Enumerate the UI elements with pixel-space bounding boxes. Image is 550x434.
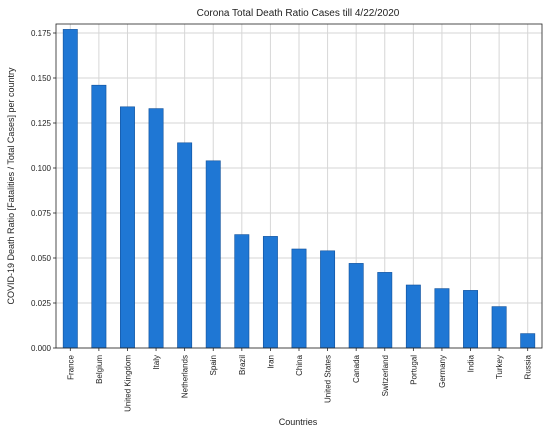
bar-belgium <box>91 84 107 349</box>
bar-canada <box>348 263 364 349</box>
x-tick-label: Netherlands <box>181 355 190 398</box>
bar-turkey <box>491 306 507 349</box>
y-tick-label: 0.075 <box>31 209 52 218</box>
y-tick-label: 0.175 <box>31 29 52 38</box>
bar-portugal <box>405 284 421 349</box>
y-tick-label: 0.100 <box>31 164 52 173</box>
bar-united-kingdom <box>120 106 135 349</box>
x-tick-label: Spain <box>209 355 218 375</box>
y-tick-label: 0.150 <box>31 74 52 83</box>
bar-spain <box>205 160 221 349</box>
x-tick-label: Turkey <box>495 355 504 379</box>
x-tick-label: France <box>66 354 75 379</box>
bar-switzerland <box>377 272 393 349</box>
x-axis-ticks: France Belgium United Kingdom Italy Netherla… <box>66 348 533 412</box>
bar-china <box>291 248 307 349</box>
x-tick-label: Portugal <box>409 355 418 385</box>
plot-frame <box>55 23 543 349</box>
chart-title: Corona Total Death Ratio Cases till 4/22… <box>197 8 400 19</box>
x-tick-label: Germany <box>438 355 447 388</box>
x-tick-label: Russia <box>524 354 533 379</box>
y-tick-label: 0.025 <box>31 299 52 308</box>
x-tick-label: China <box>295 354 304 375</box>
bar-germany <box>434 288 450 349</box>
bars <box>62 29 536 349</box>
bar-iran <box>262 236 278 349</box>
y-tick-label: 0.000 <box>31 344 52 353</box>
y-tick-label: 0.050 <box>31 254 52 263</box>
x-tick-label: United States <box>324 355 333 403</box>
bar-italy <box>148 108 164 349</box>
x-tick-label: Iran <box>266 355 275 369</box>
x-tick-label: United Kingdom <box>123 355 132 412</box>
x-tick-label: India <box>467 354 476 372</box>
y-tick-label: 0.125 <box>31 119 52 128</box>
x-tick-label: Belgium <box>95 355 104 384</box>
y-axis-label: COVID-19 Death Ratio [Fatalities / Total… <box>6 67 16 304</box>
x-tick-label: Italy <box>152 355 161 370</box>
bar-united-states <box>320 250 336 349</box>
bar-netherlands <box>177 142 193 349</box>
x-axis-label: Countries <box>279 417 318 427</box>
bar-france <box>62 29 78 349</box>
bar-russia <box>520 333 536 349</box>
y-axis-ticks: 0.000 0.025 0.050 0.075 0.100 0.125 0.150 0.175 <box>31 29 56 353</box>
bar-india <box>463 290 478 349</box>
x-tick-label: Canada <box>352 354 361 383</box>
x-tick-label: Brazil <box>238 355 247 375</box>
x-tick-label: Switzerland <box>381 355 390 396</box>
bar-brazil <box>234 234 250 349</box>
